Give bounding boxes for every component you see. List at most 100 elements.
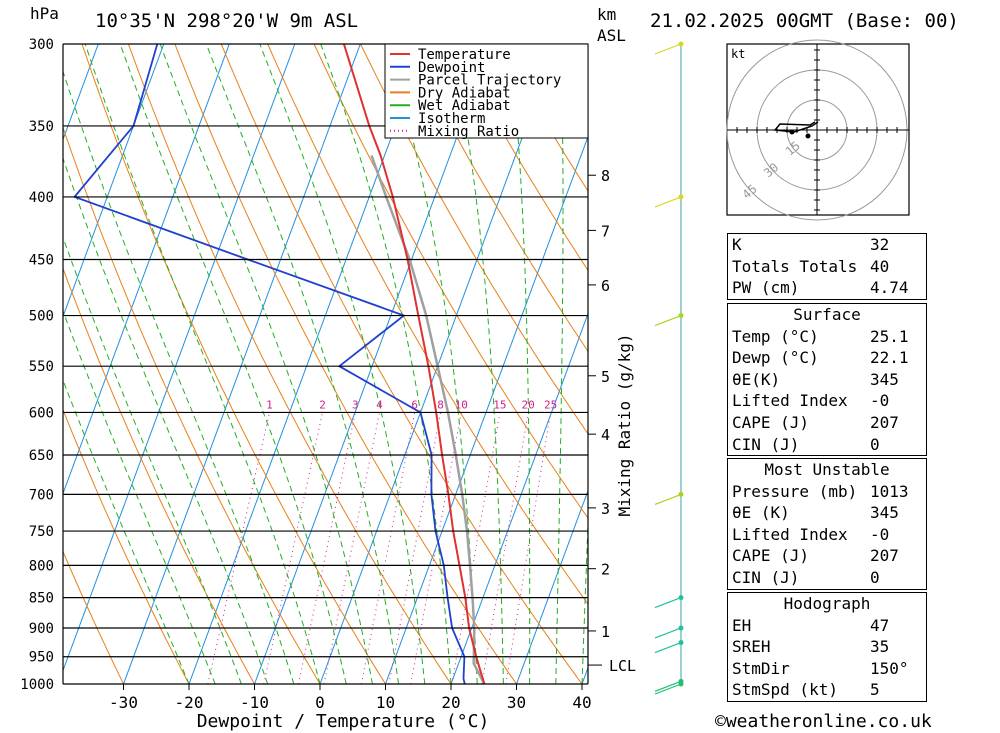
surface-value: 0 [870,434,880,454]
dewpoint-line [72,44,466,684]
legend-label: Isotherm [418,111,485,127]
hodo-value: 5 [870,680,880,700]
hodograph-trace [773,121,819,133]
pressure-tick-label: 650 [29,448,54,464]
legend-label: Dry Adiabat [418,85,511,101]
pressure-tick-label: 600 [29,405,54,421]
mu-value: 345 [870,503,899,523]
legend-label: Parcel Trajectory [418,73,561,89]
pressure-tick-label: 400 [29,190,54,206]
mu-value: 0 [870,567,880,587]
wind-barb [654,597,682,609]
hodo-value: 47 [870,615,890,635]
hodograph-unit-label: kt [731,47,745,61]
surface-label: Dewp (°C) [732,348,819,368]
x-tick-label: -30 [109,693,138,712]
mu-value: -0 [870,524,890,544]
hodograph-point [789,129,795,135]
wet-adiabat-line [555,44,564,684]
mu-value: 207 [870,546,899,566]
wind-barb [654,493,682,505]
isotherm-line [63,44,165,318]
index-label: K [732,235,742,254]
wind-barb [654,196,682,208]
wind-barb [654,683,682,695]
dry-adiabat-line [81,44,386,684]
index-value: 32 [870,235,890,254]
km-tick-label: 1 [601,623,610,641]
isotherm-line [63,44,296,672]
temperature-line [342,44,486,684]
km-tick-label: 8 [601,167,610,185]
pressure-tick-label: 550 [29,359,54,375]
dry-adiabat-line [63,126,321,684]
km-tick-label: 7 [601,222,610,240]
mu-label: Pressure (mb) [732,481,858,501]
hodo-value: 150° [870,658,909,678]
pressure-tick-label: 800 [29,558,54,574]
index-value: 4.74 [870,278,909,298]
surface-value: -0 [870,391,890,411]
legend-label: Wet Adiabat [418,98,511,114]
surface-label: Temp (°C) [732,326,819,346]
hodo-label: SREH [732,637,771,657]
legend-label: Temperature [418,47,511,63]
surface-label: CIN (J) [732,434,800,454]
mu-label: θE (K) [732,503,790,523]
most-unstable-title: Most Unstable [764,460,890,479]
wind-barb [654,314,682,327]
mixing-ratio-line [323,412,380,684]
location-title: 10°35'N 298°20'W 9m ASL [95,10,359,32]
hodo-label: EH [732,615,752,635]
mixing-ratio-axis-title: Mixing Ratio (g/kg) [615,333,634,516]
mixing-ratio-label: 2 [319,398,326,411]
pressure-tick-label: 850 [29,591,54,607]
isotherm-line [516,489,588,684]
x-tick-label: -20 [175,693,204,712]
km-tick-label: 5 [601,368,610,386]
surface-value: 207 [870,412,899,432]
mixing-ratio-line [298,412,356,684]
wet-adiabat-line [509,44,531,684]
wet-adiabat-line [63,309,216,684]
mu-value: 1013 [870,481,909,501]
km-tick-label: 4 [601,426,610,444]
mu-label: CIN (J) [732,567,800,587]
pressure-tick-label: 300 [29,37,54,53]
surface-value: 25.1 [870,326,909,346]
credit-link[interactable]: ©weatheronline.co.uk [715,711,932,732]
pressure-tick-label: 500 [29,309,54,325]
pressure-tick-label: 950 [29,650,54,666]
dry-adiabat-line [63,550,124,684]
surface-label: θE(K) [732,369,781,389]
index-value: 40 [870,256,890,276]
wind-barb [654,43,682,55]
mixing-ratio-line [388,412,442,684]
x-tick-label: -10 [240,693,269,712]
wind-barb [654,641,682,654]
wet-adiabat-line [119,44,347,684]
wet-adiabat-line [63,156,269,684]
isotherm-line [319,44,558,684]
surface-value: 345 [870,369,899,389]
mixing-ratio-label: 6 [411,398,418,411]
hodograph-title: Hodograph [783,594,871,613]
legend-label: Dewpoint [418,60,485,76]
asl-label: ASL [597,26,626,45]
km-label: km [597,5,617,24]
mixing-ratio-label: 25 [544,398,557,411]
surface-label: Lifted Index [732,391,848,411]
mixing-ratio-line [481,412,529,684]
wet-adiabat-line [450,44,504,684]
legend-label: Mixing Ratio [418,124,519,140]
isotherm-line [450,312,588,684]
surface-title: Surface [793,305,861,324]
mixing-ratio-line [360,412,416,684]
km-tick-label: 6 [601,277,610,295]
isotherm-line [123,44,361,684]
dry-adiabat-line [360,44,588,435]
x-tick-label: 20 [441,693,460,712]
